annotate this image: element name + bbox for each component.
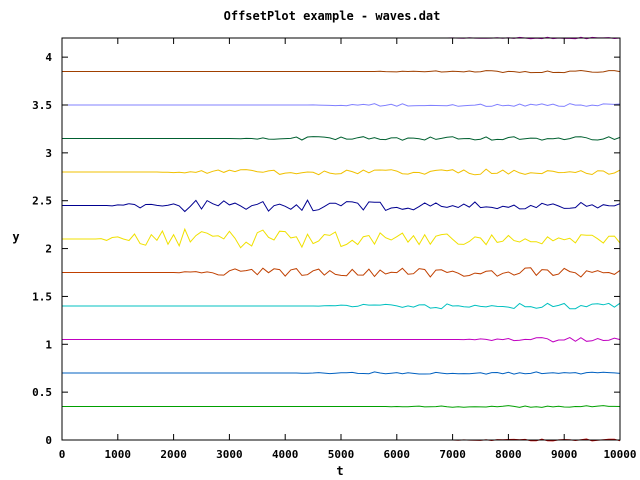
- x-tick-label: 5000: [328, 448, 355, 461]
- x-tick-label: 2000: [160, 448, 187, 461]
- series-layer: [62, 36, 621, 442]
- x-tick-label: 1000: [105, 448, 132, 461]
- x-tick-label: 3000: [216, 448, 243, 461]
- series-line: [62, 168, 621, 176]
- y-tick-label: 4: [45, 51, 52, 64]
- series-line: [62, 302, 621, 310]
- y-tick-label: 2: [45, 243, 52, 256]
- x-tick-label: 7000: [439, 448, 466, 461]
- y-tick-label: 3.5: [32, 99, 52, 112]
- ticks-layer: 0 1000 2000 3000 4000 5000 6000 7000 8000 9000 100…: [32, 38, 637, 461]
- y-tick-label: 1.5: [32, 290, 52, 303]
- series-line: [62, 337, 621, 343]
- series-line: [62, 227, 621, 249]
- x-tick-label: 10000: [603, 448, 636, 461]
- series-line: [62, 136, 621, 141]
- series-line: [62, 405, 621, 408]
- x-tick-label: 4000: [272, 448, 299, 461]
- y-tick-label: 3: [45, 147, 52, 160]
- series-line: [62, 103, 621, 107]
- y-tick-label: 0: [45, 434, 52, 447]
- x-tick-label: 9000: [551, 448, 578, 461]
- y-axis-label: y: [12, 230, 19, 244]
- chart-title: OffsetPlot example - waves.dat: [224, 9, 441, 23]
- x-axis-label: t: [336, 464, 343, 478]
- series-line: [62, 69, 621, 74]
- x-tick-label: 8000: [495, 448, 522, 461]
- series-line: [62, 267, 621, 278]
- x-tick-label: 6000: [384, 448, 411, 461]
- plot-frame: [61, 37, 621, 441]
- y-tick-label: 2.5: [32, 195, 52, 208]
- series-line: [62, 199, 621, 213]
- series-line: [62, 371, 621, 375]
- x-tick-label: 0: [59, 448, 66, 461]
- y-tick-label: 1: [45, 338, 52, 351]
- y-tick-label: 0.5: [32, 386, 52, 399]
